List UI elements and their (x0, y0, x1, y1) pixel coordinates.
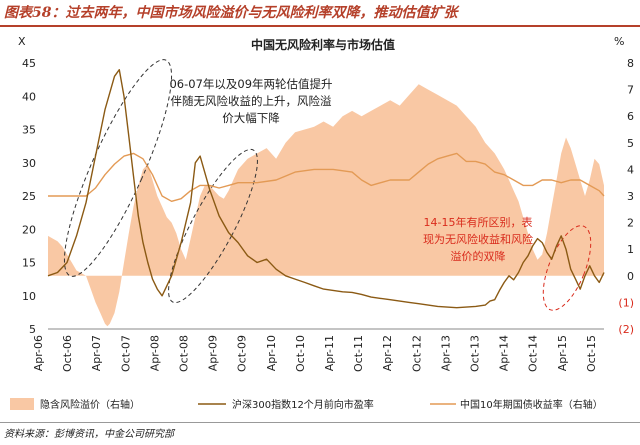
x-tick-label: Oct-15 (585, 335, 598, 372)
legend-swatch-risk-premium (10, 398, 34, 410)
ellipse-2006-2007 (63, 59, 173, 277)
x-tick-label: Apr-13 (439, 335, 452, 371)
chart-title: 中国无风险利率与市场估值 (251, 37, 395, 52)
pe-line (47, 69, 605, 309)
figure-title: 图表58：过去两年，中国市场风险溢价与无风险利率双降，推动估值扩张 (4, 5, 458, 21)
x-tick-label: Oct-10 (294, 335, 307, 372)
x-tick-label: Apr-06 (32, 335, 45, 371)
note-2007-line: 价大幅下降 (222, 111, 280, 125)
x-tick-label: Apr-15 (556, 335, 569, 371)
left-tick-label: 35 (22, 124, 36, 137)
note-2015-line: 溢价的双降 (451, 249, 506, 263)
left-tick-label: 20 (22, 223, 36, 236)
x-tick-label: Apr-10 (265, 335, 278, 371)
x-tick-label: Oct-14 (527, 335, 540, 372)
note-2007-line: 06-07年以及09年两轮估值提升 (169, 77, 332, 91)
note-2015-line: 14-15年有所区别，表 (424, 215, 533, 229)
note-2015-line: 现为无风险收益和风险 (423, 232, 533, 246)
x-tick-label: Oct-08 (178, 335, 191, 372)
x-tick-label: Oct-12 (410, 335, 423, 372)
left-tick-label: 5 (29, 323, 36, 336)
left-tick-label: 10 (22, 290, 36, 303)
x-tick-label: Apr-07 (90, 335, 103, 371)
source-note: 资料来源：彭博资讯，中金公司研究部 (4, 429, 174, 440)
left-tick-label: 25 (22, 190, 36, 203)
right-tick-label: 7 (627, 84, 634, 97)
note-2007-line: 伴随无风险收益的上升，风险溢 (171, 94, 332, 108)
ellipse-2014-2015 (542, 225, 592, 311)
bond-yield-line (48, 152, 605, 202)
x-tick-label: Oct-11 (352, 335, 365, 372)
title-rule (0, 25, 640, 27)
right-tick-label: 8 (627, 57, 634, 70)
chart: X %45403530252015105876543210(1)(2)Apr-06… (10, 35, 634, 411)
right-tick-label: 3 (627, 190, 634, 203)
left-tick-label: 15 (22, 257, 36, 270)
axes: X %45403530252015105876543210(1)(2)Apr-06… (18, 35, 634, 372)
x-tick-label: Apr-12 (381, 335, 394, 371)
x-tick-label: Oct-07 (119, 335, 132, 372)
x-tick-label: Oct-09 (236, 335, 249, 372)
right-tick-label: 2 (627, 217, 634, 230)
x-tick-label: Apr-11 (323, 335, 336, 371)
legend: 隐含风险溢价（右轴） 沪深300指数12个月前向市盈率 中国10年期国债收益率（右轴… (10, 398, 603, 411)
series-line-layer (47, 69, 605, 309)
right-tick-label: 5 (627, 137, 634, 150)
risk-premium-area (48, 84, 604, 327)
left-tick-label: 30 (22, 157, 36, 170)
right-tick-label: (2) (618, 323, 634, 336)
left-axis-unit: X (18, 35, 26, 48)
x-tick-label: Apr-14 (498, 335, 511, 371)
legend-label-bond: 中国10年期国债收益率（右轴） (460, 398, 603, 411)
x-tick-label: Apr-09 (207, 335, 220, 371)
x-tick-label: Oct-06 (61, 335, 74, 372)
risk-premium-area-layer (48, 84, 604, 327)
source-rule (0, 422, 640, 423)
right-axis-unit: % (614, 35, 624, 48)
right-tick-label: 1 (627, 243, 634, 256)
legend-label-pe: 沪深300指数12个月前向市盈率 (232, 398, 374, 411)
x-tick-label: Apr-08 (148, 335, 161, 371)
right-tick-label: 4 (627, 163, 634, 176)
left-tick-label: 40 (22, 90, 36, 103)
x-tick-label: Oct-13 (469, 335, 482, 372)
right-tick-label: 0 (627, 270, 634, 283)
right-tick-label: (1) (618, 296, 634, 309)
left-tick-label: 45 (22, 57, 36, 70)
right-tick-label: 6 (627, 110, 634, 123)
legend-label-risk-premium: 隐含风险溢价（右轴） (40, 398, 140, 411)
